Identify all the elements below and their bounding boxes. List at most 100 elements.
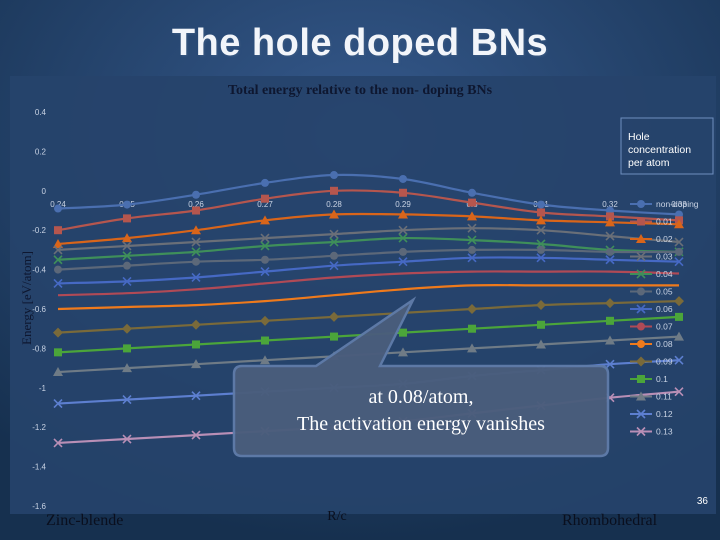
data-point (330, 251, 338, 260)
data-point (398, 233, 408, 243)
legend-label: 0.1 (656, 374, 668, 384)
data-point (329, 311, 339, 322)
data-point (467, 223, 477, 233)
data-point (637, 375, 645, 383)
data-point (637, 287, 645, 296)
data-point (191, 391, 201, 401)
data-point (606, 247, 614, 256)
data-point (674, 257, 684, 267)
legend-item: 0.07 (630, 322, 673, 332)
data-point (536, 215, 546, 225)
data-point (467, 211, 477, 221)
y-tick-label: 0 (42, 187, 47, 196)
data-point (537, 245, 545, 254)
data-point (330, 171, 338, 180)
data-point (605, 217, 615, 227)
data-point (261, 178, 269, 187)
series-0-07 (57, 270, 680, 297)
slide-title: The hole doped BNs (171, 22, 549, 64)
callout-box: at 0.08/atom, The activation energy vanis… (232, 296, 610, 458)
data-point (606, 316, 614, 325)
data-point (191, 225, 201, 235)
legend-title-line: concentration (628, 144, 691, 156)
callout-shape (232, 296, 610, 458)
legend-item: 0.01 (630, 217, 673, 227)
data-point (329, 237, 339, 247)
series-0-02 (53, 209, 684, 248)
data-point (260, 355, 270, 365)
data-point (123, 344, 131, 353)
data-point (122, 395, 132, 405)
series-0-03 (53, 223, 684, 255)
data-point (330, 186, 338, 195)
data-point (398, 225, 408, 235)
legend-item: 0.1 (630, 374, 668, 384)
legend-label: 0.08 (656, 339, 673, 349)
data-point (398, 257, 408, 267)
chart-title: Total energy relative to the non- doping… (228, 83, 493, 98)
data-point (674, 296, 684, 307)
data-point (637, 217, 645, 226)
data-point (636, 269, 646, 279)
data-point (261, 194, 269, 203)
series-0-06 (53, 253, 684, 288)
data-point (606, 212, 614, 221)
zinc-blende-label: Zinc-blende (46, 512, 123, 529)
data-point (53, 238, 63, 248)
data-point (636, 356, 646, 367)
y-tick-label: -1 (39, 384, 47, 393)
data-point (399, 247, 407, 256)
data-point (536, 253, 546, 263)
data-point (605, 231, 615, 241)
data-point (122, 323, 132, 334)
legend-title-line: per atom (628, 157, 670, 169)
data-point (123, 200, 131, 209)
data-point (260, 267, 270, 277)
data-point (54, 348, 62, 357)
data-point (636, 304, 646, 314)
data-point (329, 261, 339, 271)
legend-label: 0.09 (656, 357, 673, 367)
legend-item: 0.09 (630, 356, 673, 367)
legend-label: 0.03 (656, 252, 673, 262)
legend-label: 0.06 (656, 304, 673, 314)
series-line (57, 189, 680, 232)
series-line (57, 236, 680, 261)
series-line (57, 300, 680, 334)
data-point (674, 355, 684, 365)
callout-line: at 0.08/atom, (369, 386, 474, 408)
x-tick-label: 0.28 (326, 200, 342, 209)
legend: Hole concentration per atom non-doping 0.01… (620, 117, 714, 437)
data-point (399, 174, 407, 183)
data-point (53, 278, 63, 288)
data-point (191, 430, 201, 440)
series-line (57, 173, 680, 216)
data-point (636, 391, 646, 401)
data-point (191, 319, 201, 330)
legend-label: 0.01 (656, 217, 673, 227)
y-tick-label: -0.2 (32, 226, 46, 235)
slide-number: 36 (696, 496, 708, 507)
legend-item: 0.08 (630, 339, 673, 349)
data-point (637, 340, 645, 348)
y-tick-label: 0.2 (35, 147, 47, 156)
data-point (329, 229, 339, 239)
data-point (636, 234, 646, 243)
data-point (122, 434, 132, 444)
x-tick-label: 0.27 (257, 200, 273, 209)
y-tick-labels: 0.4 0.2 0 -0.2 -0.4 -0.6 -0.8 -1 -1.2 -1.4 -1.6 (32, 108, 46, 511)
x-tick-label: 0.26 (188, 200, 204, 209)
data-point (468, 188, 476, 197)
data-point (122, 233, 132, 243)
data-point (674, 219, 684, 229)
data-point (329, 209, 339, 219)
data-point (605, 335, 615, 345)
legend-label: 0.12 (656, 409, 673, 419)
data-point (192, 206, 200, 215)
data-point (260, 233, 270, 243)
legend-title-line: Hole (628, 131, 650, 143)
data-point (468, 324, 476, 333)
x-axis-label: R/c (327, 509, 346, 524)
data-point (122, 276, 132, 286)
